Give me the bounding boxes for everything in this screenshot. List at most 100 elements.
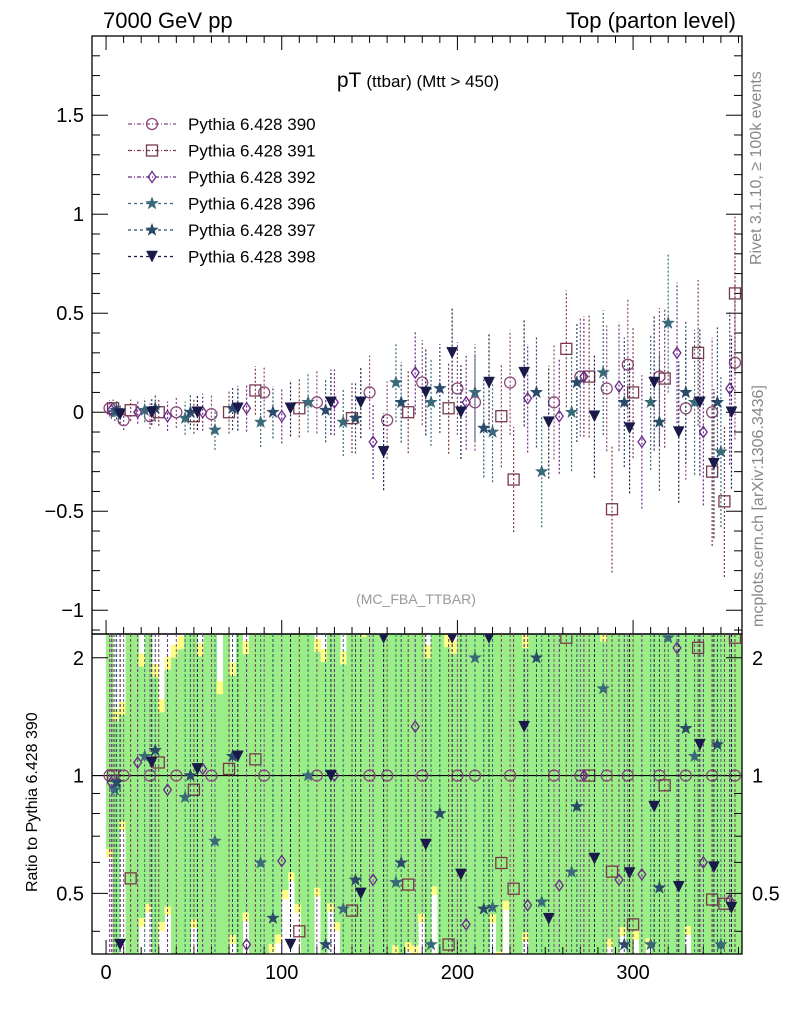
header-right-label: Top (parton level) bbox=[566, 8, 736, 33]
ratio-band-green bbox=[567, 634, 575, 954]
data-point bbox=[380, 413, 394, 427]
ratio-point bbox=[363, 769, 376, 782]
ratio-point bbox=[455, 868, 467, 881]
data-point bbox=[623, 422, 636, 435]
y-tick-label: −1 bbox=[61, 600, 84, 622]
data-point bbox=[523, 391, 533, 405]
ratio-band-green bbox=[379, 634, 387, 954]
data-point bbox=[419, 386, 432, 399]
data-point bbox=[698, 425, 708, 439]
data-point bbox=[117, 413, 130, 427]
data-point bbox=[162, 409, 173, 423]
ratio-band-green bbox=[236, 634, 244, 954]
ratio-point bbox=[468, 650, 482, 664]
ratio-tick-label-left: 2 bbox=[73, 648, 84, 670]
ratio-point bbox=[293, 925, 306, 938]
ratio-band-green bbox=[353, 634, 361, 954]
data-point bbox=[718, 495, 731, 508]
ratio-point bbox=[432, 806, 447, 820]
ratio-point bbox=[588, 852, 601, 865]
ratio-point bbox=[191, 763, 204, 775]
ratio-series-5 bbox=[109, 634, 725, 954]
ratio-band-green bbox=[320, 662, 328, 954]
data-point bbox=[410, 365, 420, 380]
data-point bbox=[579, 369, 589, 384]
ratio-band-green bbox=[450, 653, 458, 954]
ratio-band-green bbox=[613, 634, 621, 954]
ratio-point bbox=[693, 738, 706, 751]
ratio-band-green bbox=[574, 634, 582, 954]
ratio-band-green bbox=[463, 634, 471, 954]
ratio-band-green bbox=[600, 641, 608, 954]
ratio-point bbox=[507, 882, 520, 895]
ratio-band-green bbox=[288, 634, 296, 873]
data-point bbox=[178, 410, 193, 425]
ratio-uncertainty-bands bbox=[106, 634, 742, 954]
ratio-point bbox=[388, 875, 403, 889]
ratio-point bbox=[148, 743, 163, 757]
ratio-band-green bbox=[509, 634, 517, 954]
ratio-point bbox=[336, 901, 351, 915]
data-point bbox=[258, 386, 271, 399]
ratio-point bbox=[378, 634, 389, 644]
ratio-series-4 bbox=[107, 634, 728, 954]
x-tick-label: 300 bbox=[616, 962, 649, 984]
ratio-point bbox=[661, 634, 676, 644]
ratio-point bbox=[380, 769, 394, 782]
ratio-band-green bbox=[197, 656, 205, 954]
ratio-band-green bbox=[307, 634, 315, 954]
data-point bbox=[461, 395, 471, 409]
ratio-point bbox=[277, 854, 287, 868]
data-point bbox=[672, 426, 685, 439]
ratio-point bbox=[394, 855, 409, 869]
ratio-point bbox=[416, 769, 429, 782]
ratio-point bbox=[162, 783, 173, 797]
data-point bbox=[569, 375, 584, 389]
data-point bbox=[617, 395, 632, 409]
ratio-tick-label-right: 2 bbox=[752, 648, 763, 670]
ratio-band-green bbox=[145, 634, 153, 904]
ratio-point bbox=[231, 750, 244, 763]
ratio-point bbox=[124, 872, 137, 885]
data-point bbox=[588, 410, 601, 423]
ratio-point bbox=[419, 838, 432, 851]
data-point bbox=[507, 473, 520, 486]
y-tick-label: 1 bbox=[73, 204, 84, 226]
data-point bbox=[503, 376, 517, 389]
ratio-point bbox=[725, 901, 738, 914]
data-point bbox=[495, 410, 508, 423]
ratio-point bbox=[643, 937, 658, 951]
data-point bbox=[483, 376, 495, 389]
ratio-band-green bbox=[489, 634, 497, 915]
data-point bbox=[485, 424, 500, 438]
ratio-band-green bbox=[203, 634, 211, 954]
x-tick-label: 200 bbox=[441, 962, 474, 984]
ratio-point bbox=[222, 762, 236, 776]
ratio-band-green bbox=[587, 634, 595, 954]
data-point bbox=[451, 382, 464, 395]
data-point bbox=[266, 404, 280, 419]
data-point bbox=[672, 346, 682, 360]
ratio-point bbox=[534, 894, 549, 908]
ratio-band-green bbox=[262, 634, 270, 954]
data-point bbox=[691, 346, 705, 359]
ratio-point bbox=[253, 855, 268, 869]
data-point bbox=[446, 347, 459, 359]
data-point bbox=[325, 396, 337, 409]
ratio-point bbox=[626, 918, 640, 931]
ratio-series-layer bbox=[103, 634, 742, 954]
data-point bbox=[626, 386, 640, 399]
y-tick-label: −0.5 bbox=[45, 501, 84, 523]
data-point bbox=[678, 385, 693, 399]
ratio-band-green bbox=[470, 634, 478, 954]
data-point bbox=[310, 396, 324, 409]
ratio-band-green bbox=[119, 714, 127, 822]
data-point bbox=[710, 395, 725, 409]
ratio-point bbox=[560, 634, 573, 644]
data-point bbox=[442, 402, 455, 415]
ratio-band-green bbox=[294, 634, 302, 905]
ratio-band-green bbox=[431, 634, 439, 887]
ratio-band-green bbox=[242, 654, 250, 913]
ratio-band-green bbox=[645, 634, 653, 939]
legend-entry-label: Pythia 6.428 392 bbox=[188, 168, 316, 187]
